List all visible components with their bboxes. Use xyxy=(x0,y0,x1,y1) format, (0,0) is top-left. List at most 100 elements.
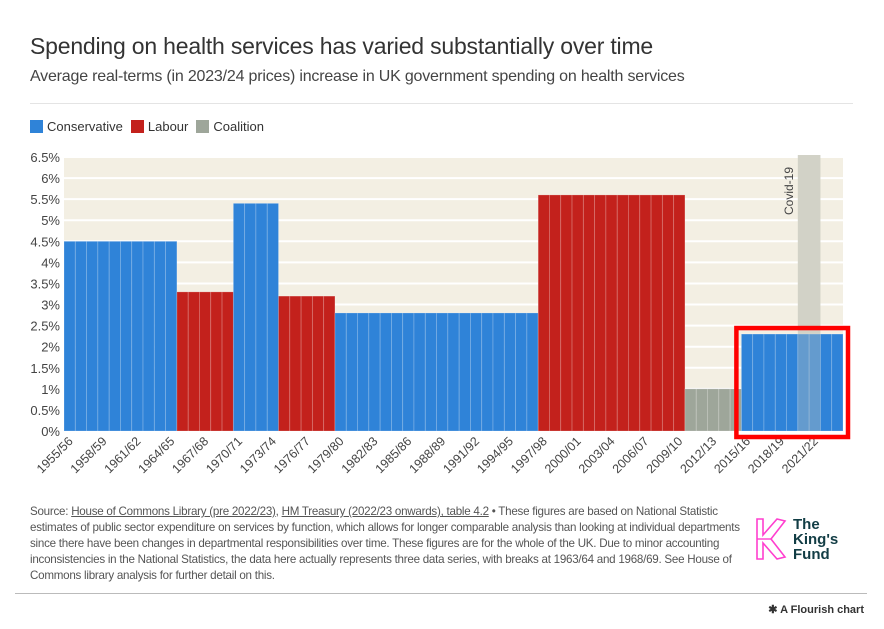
y-tick-label: 6% xyxy=(41,171,60,186)
bar xyxy=(97,240,110,432)
bar xyxy=(402,312,415,432)
bar xyxy=(752,333,765,432)
flourish-credit-link[interactable]: ✱ A Flourish chart xyxy=(768,603,864,616)
legend-item-labour[interactable]: Labour xyxy=(130,119,189,134)
bar xyxy=(639,194,652,432)
bar xyxy=(774,333,787,432)
bar xyxy=(334,312,347,432)
footer-note: • These figures are based on National St… xyxy=(30,505,740,582)
x-tick-label: 2015/16 xyxy=(711,434,753,476)
x-tick-label: 2018/19 xyxy=(745,434,787,476)
bar xyxy=(470,312,483,432)
x-tick-label: 1961/62 xyxy=(102,434,144,476)
bar xyxy=(176,291,189,432)
y-tick-label: 0% xyxy=(41,424,60,439)
y-tick-label: 3.5% xyxy=(30,276,60,291)
legend-swatch xyxy=(196,120,210,133)
y-tick-label: 4.5% xyxy=(30,234,60,249)
bar xyxy=(311,295,325,432)
x-tick-label: 1964/65 xyxy=(136,434,178,476)
covid-band-overlay xyxy=(797,155,821,431)
bar xyxy=(594,194,607,432)
x-tick-label: 2021/22 xyxy=(779,434,821,476)
chart-title: Spending on health services has varied s… xyxy=(30,33,654,59)
bar xyxy=(707,388,720,432)
x-tick-label: 1973/74 xyxy=(237,434,279,476)
x-tick-label: 2000/01 xyxy=(542,434,584,476)
flourish-label: A Flourish chart xyxy=(780,604,864,616)
y-tick-label: 5.5% xyxy=(30,192,60,207)
kings-fund-logo-icon xyxy=(756,518,787,560)
x-tick-label: 1979/80 xyxy=(305,434,347,476)
x-tick-label: 1991/92 xyxy=(440,434,482,476)
x-tick-label: 1982/83 xyxy=(339,434,381,476)
bar xyxy=(221,291,234,432)
footer-divider xyxy=(15,593,867,594)
bar xyxy=(831,333,844,432)
bar xyxy=(447,312,460,432)
x-tick-label: 1955/56 xyxy=(34,434,76,476)
y-tick-label: 5% xyxy=(41,213,60,228)
bar xyxy=(131,240,144,432)
x-tick-label: 1988/89 xyxy=(406,434,448,476)
x-tick-label: 1958/59 xyxy=(68,434,110,476)
bar xyxy=(549,194,562,432)
legend-label: Conservative xyxy=(47,119,123,134)
legend-swatch xyxy=(130,120,144,133)
bar xyxy=(345,312,358,432)
x-tick-label: 1976/77 xyxy=(271,434,313,476)
bar xyxy=(763,333,776,432)
bar xyxy=(740,333,754,432)
bar xyxy=(120,240,133,432)
bar xyxy=(244,202,257,432)
y-tick-label: 4% xyxy=(41,255,60,270)
bar xyxy=(289,295,302,432)
covid-annotation-label: Covid-19 xyxy=(782,167,796,215)
y-tick-label: 2.5% xyxy=(30,319,60,334)
bar xyxy=(605,194,618,432)
bar-chart: 0% 0.5% 1% 1.5% 2% 2.5% 3% 3.5% 4% 4.5% 5% 5.5% 6% 6.… xyxy=(30,150,851,476)
bar xyxy=(582,194,596,432)
bar xyxy=(232,202,246,432)
divider xyxy=(30,103,853,104)
source-link-commons-library[interactable]: House of Commons Library (pre 2022/23) xyxy=(71,505,276,518)
bar xyxy=(628,194,641,432)
bar xyxy=(187,291,200,432)
bar xyxy=(142,240,155,432)
bar xyxy=(278,295,291,432)
x-tick-label: 1997/98 xyxy=(508,434,550,476)
legend-item-conservative[interactable]: Conservative xyxy=(30,119,123,134)
y-tick-label: 1% xyxy=(41,382,60,397)
y-tick-label: 2% xyxy=(41,340,60,355)
source-prefix: Source: xyxy=(30,505,72,518)
legend-label: Labour xyxy=(147,119,189,134)
bar xyxy=(673,194,686,432)
bar xyxy=(695,388,708,432)
x-tick-label: 2012/13 xyxy=(677,434,719,476)
x-tick-label: 1994/95 xyxy=(474,434,516,476)
x-tick-label: 1967/68 xyxy=(169,434,211,476)
bar xyxy=(515,312,528,432)
bar xyxy=(266,202,279,432)
bar xyxy=(661,194,675,432)
bar xyxy=(616,194,629,432)
footer-notes: Source: House of Commons Library (pre 20… xyxy=(30,504,745,584)
flourish-icon: ✱ xyxy=(768,604,781,616)
x-tick-label: 1985/86 xyxy=(373,434,415,476)
bar xyxy=(820,333,833,432)
kings-fund-logo-text: The King's Fund xyxy=(793,517,838,562)
logo-line: King's xyxy=(793,531,839,548)
bar xyxy=(108,240,121,432)
chart-subtitle: Average real-terms (in 2023/24 prices) i… xyxy=(30,68,685,85)
logo-line: The xyxy=(793,516,820,533)
bar xyxy=(560,194,573,432)
legend: Conservative Labour Coalition xyxy=(30,119,264,134)
legend-item-coalition[interactable]: Coalition xyxy=(196,119,264,134)
y-tick-label: 6.5% xyxy=(30,150,60,165)
bar xyxy=(458,312,471,432)
bar xyxy=(503,312,516,432)
source-link-hm-treasury[interactable]: HM Treasury (2022/23 onwards), table 4.2 xyxy=(281,505,489,518)
bar xyxy=(323,295,336,432)
bar xyxy=(492,312,505,432)
logo-line: Fund xyxy=(793,546,830,563)
